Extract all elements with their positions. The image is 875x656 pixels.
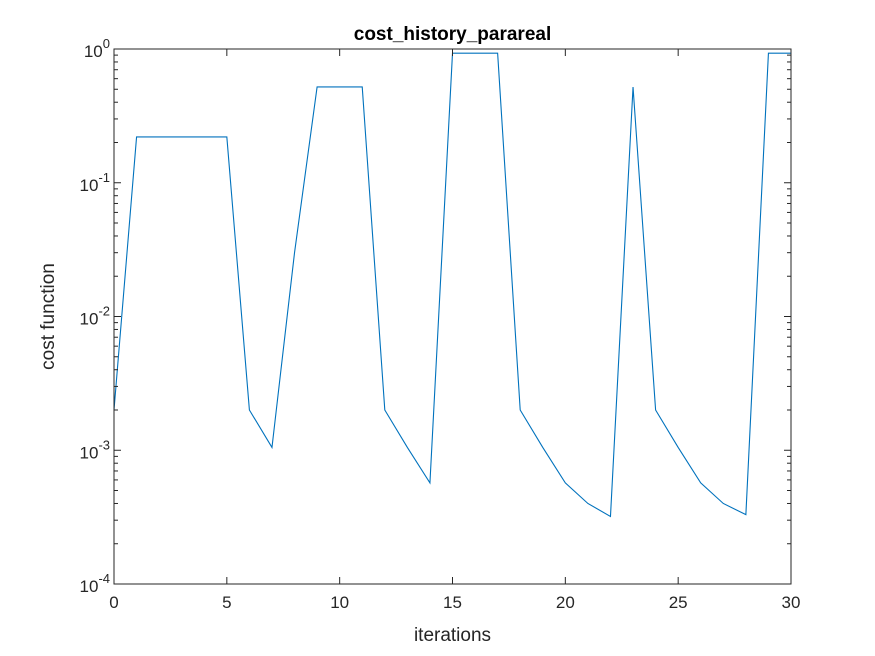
y-tick-label: 10-1 (80, 170, 110, 195)
y-tick-label: 10-4 (80, 571, 110, 596)
y-tick-label: 10-2 (80, 304, 110, 329)
x-tick-label: 10 (330, 593, 349, 612)
x-tick-label: 25 (669, 593, 688, 612)
x-tick-label: 0 (109, 593, 118, 612)
chart-title: cost_history_parareal (354, 24, 552, 45)
x-tick-label: 30 (782, 593, 801, 612)
x-tick-label: 15 (443, 593, 462, 612)
y-tick-label: 100 (84, 36, 110, 61)
ticks-layer: 0 5 10 15 20 25 30 10-4 10-3 10-2 10-1 100 (80, 36, 801, 612)
x-axis-label: iterations (414, 625, 491, 646)
x-tick-label: 5 (222, 593, 231, 612)
plot-area (114, 49, 791, 584)
y-tick-label: 10-3 (80, 437, 110, 462)
y-axis-label: cost function (38, 263, 59, 370)
x-tick-label: 20 (556, 593, 575, 612)
